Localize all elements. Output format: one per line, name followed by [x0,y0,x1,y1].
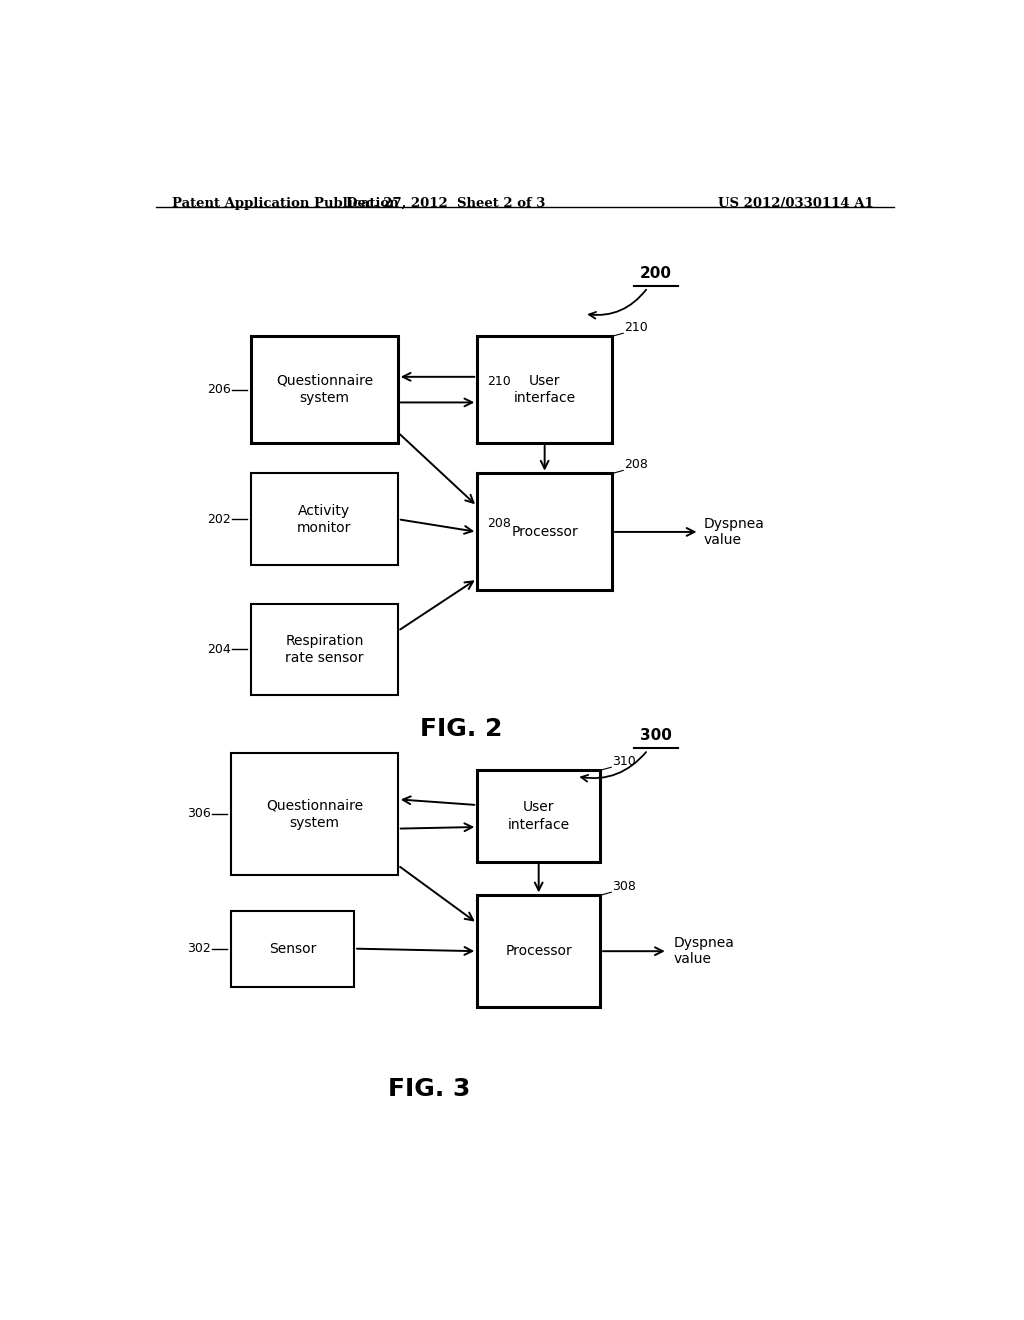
FancyBboxPatch shape [477,771,600,862]
FancyBboxPatch shape [231,911,354,987]
Text: 308: 308 [612,880,636,894]
FancyBboxPatch shape [477,337,612,444]
Text: US 2012/0330114 A1: US 2012/0330114 A1 [718,197,873,210]
FancyBboxPatch shape [231,752,397,875]
Text: Respiration
rate sensor: Respiration rate sensor [285,634,364,665]
Text: 300: 300 [640,727,672,743]
Text: 206: 206 [208,383,231,396]
Text: Processor: Processor [511,525,578,539]
FancyBboxPatch shape [251,603,397,696]
Text: FIG. 2: FIG. 2 [420,717,503,741]
Text: Dyspnea
value: Dyspnea value [673,936,734,966]
Text: 208: 208 [624,458,648,471]
Text: 202: 202 [208,512,231,525]
Text: User
interface: User interface [508,800,569,832]
Text: Questionnaire
system: Questionnaire system [266,799,364,830]
Text: 210: 210 [624,321,648,334]
Text: Processor: Processor [505,944,572,958]
Text: 208: 208 [486,517,511,531]
Text: FIG. 3: FIG. 3 [388,1077,471,1101]
Text: 200: 200 [640,267,672,281]
Text: 210: 210 [486,375,510,388]
FancyBboxPatch shape [477,895,600,1007]
Text: Dec. 27, 2012  Sheet 2 of 3: Dec. 27, 2012 Sheet 2 of 3 [346,197,545,210]
Text: 306: 306 [187,808,211,821]
Text: Dyspnea
value: Dyspnea value [703,517,764,546]
FancyBboxPatch shape [251,474,397,565]
Text: User
interface: User interface [514,374,575,405]
Text: 204: 204 [208,643,231,656]
Text: Activity
monitor: Activity monitor [297,503,351,535]
Text: 302: 302 [187,942,211,956]
Text: Patent Application Publication: Patent Application Publication [172,197,398,210]
Text: Sensor: Sensor [269,941,316,956]
Text: Questionnaire
system: Questionnaire system [275,374,373,405]
FancyBboxPatch shape [477,474,612,590]
Text: 310: 310 [612,755,636,768]
FancyBboxPatch shape [251,337,397,444]
